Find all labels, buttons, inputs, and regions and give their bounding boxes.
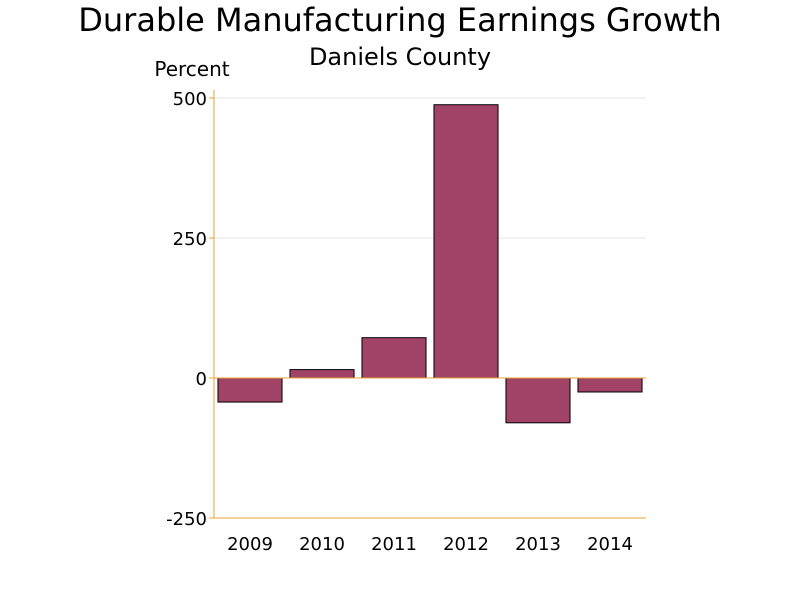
bars <box>217 104 643 424</box>
chart-title: Durable Manufacturing Earnings Growth <box>78 1 722 39</box>
bar <box>217 377 283 403</box>
bar <box>505 377 571 424</box>
x-tick-labels: 2009 2010 2011 2012 2013 2014 <box>227 534 633 555</box>
x-tick-label: 2009 <box>227 534 273 555</box>
x-tick-label: 2010 <box>299 534 345 555</box>
y-tick-label: 0 <box>196 369 207 390</box>
x-tick-label: 2012 <box>443 534 489 555</box>
axes <box>209 90 646 519</box>
chart-subtitle: Daniels County <box>309 43 491 71</box>
gridlines <box>214 97 646 239</box>
bar <box>289 369 355 379</box>
y-tick-labels: 500 250 0 -250 <box>166 89 207 530</box>
x-tick-label: 2011 <box>371 534 417 555</box>
y-tick-label: -250 <box>166 509 207 530</box>
y-tick-label: 250 <box>173 229 207 250</box>
x-tick-label: 2014 <box>587 534 633 555</box>
y-axis-label: Percent <box>154 57 229 81</box>
bar <box>433 104 499 379</box>
x-tick-label: 2013 <box>515 534 561 555</box>
bar <box>361 337 427 379</box>
y-tick-label: 500 <box>173 89 207 110</box>
bar <box>577 377 643 393</box>
